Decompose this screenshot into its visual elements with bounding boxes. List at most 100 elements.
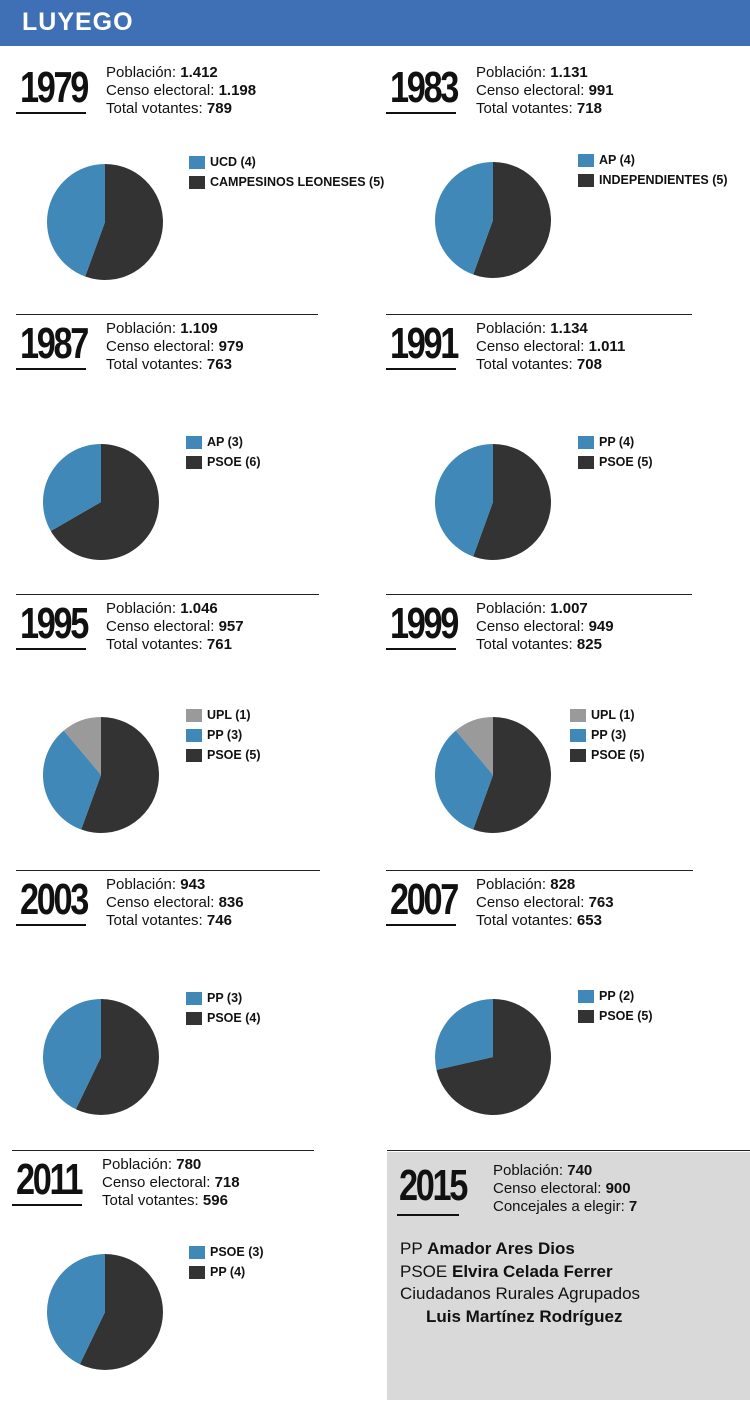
election-block-1979: 1979 Población: 1.412 Censo electoral: 1.1… <box>16 58 376 328</box>
legend-label: PP (3) <box>207 728 243 742</box>
legend-1987: AP (3) PSOE (6) <box>186 432 261 472</box>
legend-item: PP (3) <box>186 725 261 745</box>
stat-value: 949 <box>588 618 614 635</box>
legend-swatch <box>570 748 586 762</box>
legend-label: UCD (4) <box>210 155 256 169</box>
legend-swatch <box>189 1265 205 1279</box>
stat-row-censo: Censo electoral: 957 <box>106 618 244 636</box>
candidate-name: Elvira Celada Ferrer <box>451 1261 613 1281</box>
legend-label: PP (4) <box>210 1265 246 1279</box>
legend-swatch <box>186 748 202 762</box>
stat-row-votantes: Total votantes: 708 <box>476 356 625 374</box>
pie-chart-1979 <box>46 164 163 280</box>
stat-row-censo: Censo electoral: 979 <box>106 338 244 356</box>
legend-swatch <box>578 989 594 1003</box>
legend-item: PP (2) <box>578 986 653 1006</box>
legend-label: PP (2) <box>599 989 635 1003</box>
legend-2003: PP (3) PSOE (4) <box>186 988 261 1028</box>
legend-swatch <box>578 153 594 167</box>
year-label: 1979 <box>20 63 89 112</box>
stat-row-poblacion: Población: 943 <box>106 876 244 894</box>
legend-label: PSOE (3) <box>210 1245 264 1259</box>
stat-label: Población: <box>476 600 547 617</box>
candidate-party: PSOE <box>400 1261 448 1281</box>
legend-label: PSOE (5) <box>591 748 645 762</box>
pie-slice-upl <box>63 717 101 775</box>
stat-label: Total votantes: <box>106 912 203 929</box>
legend-item: UCD (4) <box>189 152 384 172</box>
stats: Población: 1.046 Censo electoral: 957 Tota… <box>106 600 244 654</box>
stat-label: Población: <box>476 320 547 337</box>
stat-value: 746 <box>206 912 232 929</box>
election-block-2007: 2007 Población: 828 Censo electoral: 763 To… <box>386 870 746 1140</box>
stat-label: Censo electoral: <box>476 338 585 355</box>
stat-value: 653 <box>576 912 602 929</box>
stat-value: 1.412 <box>180 64 218 81</box>
legend-item: AP (4) <box>578 150 728 170</box>
stats: Población: 828 Censo electoral: 763 Total … <box>476 876 614 930</box>
election-block-1995: 1995 Población: 1.046 Censo electoral: 957… <box>16 594 376 864</box>
stat-label: Total votantes: <box>476 356 573 373</box>
legend-label: PSOE (4) <box>207 1011 261 1025</box>
stat-label: Censo electoral: <box>102 1174 211 1191</box>
legend-1995: UPL (1) PP (3) PSOE (5) <box>186 705 261 765</box>
stat-value: 836 <box>218 894 244 911</box>
candidate-pp: PP Amador Ares Dios <box>400 1238 640 1261</box>
legend-label: PSOE (5) <box>599 455 653 469</box>
election-block-1987: 1987 Población: 1.109 Censo electoral: 979… <box>16 314 376 584</box>
pie-chart-2003 <box>42 999 159 1115</box>
year-underline <box>16 112 86 114</box>
stat-row-censo: Censo electoral: 949 <box>476 618 614 636</box>
legend-label: CAMPESINOS LEONESES (5) <box>210 175 385 189</box>
stat-label: Población: <box>106 64 177 81</box>
stat-value: 763 <box>206 356 232 373</box>
stat-value: 780 <box>176 1156 202 1173</box>
stat-value: 991 <box>588 82 614 99</box>
pie-slice-psoe <box>46 1254 105 1365</box>
stats-2015: Población: 740 Censo electoral: 900 Conc… <box>493 1162 637 1216</box>
legend-label: PP (3) <box>591 728 627 742</box>
legend-1991: PP (4) PSOE (5) <box>578 432 653 472</box>
year-2015: 2015 <box>399 1161 468 1210</box>
legend-swatch <box>189 155 205 169</box>
stat-row-censo: Censo electoral: 1.011 <box>476 338 625 356</box>
stat-row-poblacion: Población: 1.134 <box>476 320 625 338</box>
stat-row-votantes: Total votantes: 653 <box>476 912 614 930</box>
legend-label: PP (4) <box>599 435 635 449</box>
stat-row-votantes: Total votantes: 718 <box>476 100 614 118</box>
stat-value: 789 <box>206 100 232 117</box>
candidate-name: Amador Ares Dios <box>427 1239 575 1258</box>
value-poblacion: 740 <box>567 1162 593 1179</box>
candidate-name: Luis Martínez Rodríguez <box>426 1306 623 1326</box>
election-block-1983: 1983 Población: 1.131 Censo electoral: 991… <box>386 58 746 328</box>
stats: Población: 1.412 Censo electoral: 1.198 To… <box>106 64 256 118</box>
year-label: 1987 <box>20 319 89 368</box>
stat-row-poblacion: Población: 1.109 <box>106 320 244 338</box>
election-block-2003: 2003 Población: 943 Censo electoral: 836 To… <box>16 870 376 1140</box>
stat-row-votantes: Total votantes: 763 <box>106 356 244 374</box>
legend-swatch <box>186 435 202 449</box>
election-block-1991: 1991 Población: 1.134 Censo electoral: 1.0… <box>386 314 746 584</box>
pie-slice-psoe <box>473 444 551 560</box>
stat-value: 1.198 <box>218 82 257 99</box>
stat-label: Total votantes: <box>476 100 573 117</box>
legend-swatch <box>189 1245 205 1259</box>
divider-line <box>16 870 320 871</box>
stat-value: 718 <box>576 100 602 117</box>
candidate-party: PP <box>400 1239 423 1258</box>
stat-value: 1.007 <box>550 600 588 617</box>
pie-slice-pp <box>435 730 493 830</box>
divider-2015 <box>387 1150 750 1151</box>
legend-item: AP (3) <box>186 432 261 452</box>
stat-value: 828 <box>550 876 576 893</box>
legend-item: PSOE (6) <box>186 452 261 472</box>
divider-line <box>386 594 692 595</box>
legend-swatch <box>570 728 586 742</box>
pie-slice-campesinos-leoneses <box>85 164 163 280</box>
pie-chart-1995 <box>43 717 159 833</box>
page-title: LUYEGO <box>22 8 134 36</box>
stats: Población: 1.134 Censo electoral: 1.011 To… <box>476 320 625 374</box>
year-underline <box>16 924 86 926</box>
pie-slice-pp <box>435 999 493 1070</box>
pie-slice-pp <box>42 999 101 1110</box>
